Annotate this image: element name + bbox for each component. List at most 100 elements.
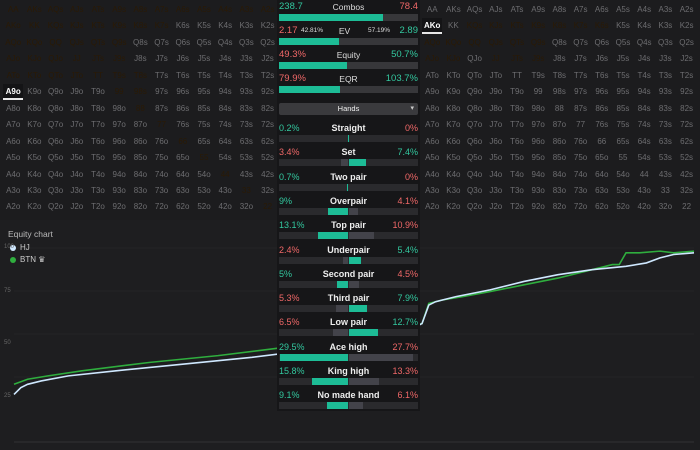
hero-hand-cell[interactable]: K9s [109, 18, 129, 34]
hero-hand-cell[interactable]: J5o [67, 150, 87, 166]
villain-hand-cell[interactable]: 84s [634, 101, 654, 117]
hero-hand-cell[interactable]: 62s [257, 134, 277, 150]
hand-category-row[interactable]: 0.2% Straight 0% [279, 123, 418, 147]
hero-hand-cell[interactable]: J2o [67, 199, 87, 215]
hero-hand-cell[interactable]: 93o [109, 183, 129, 199]
hero-hand-cell[interactable]: K7s [151, 18, 171, 34]
hand-category-row[interactable]: 5.3% Third pair 7.9% [279, 293, 418, 317]
villain-hand-cell[interactable]: T9o [507, 84, 527, 100]
hero-hand-cell[interactable]: J5s [194, 51, 214, 67]
hero-hand-cell[interactable]: AJo [3, 51, 23, 67]
hero-hand-cell[interactable]: J9o [67, 84, 87, 100]
hero-hand-cell[interactable]: Q9o [45, 84, 65, 100]
hero-hand-cell[interactable]: J2s [257, 51, 277, 67]
hero-hand-cell[interactable]: A7o [3, 117, 23, 133]
hero-hand-cell[interactable]: K2o [24, 199, 44, 215]
villain-hand-cell[interactable]: A4o [422, 167, 442, 183]
villain-hand-cell[interactable]: A7s [570, 2, 590, 18]
villain-hand-cell[interactable]: 95s [613, 84, 633, 100]
hero-hand-cell[interactable]: 33 [236, 183, 256, 199]
hero-hand-cell[interactable]: 64s [215, 134, 235, 150]
villain-hand-cell[interactable]: A2s [676, 2, 696, 18]
villain-hand-cell[interactable]: T4s [634, 68, 654, 84]
villain-hand-cell[interactable]: AA [422, 2, 442, 18]
villain-hand-cell[interactable]: 62o [592, 199, 612, 215]
villain-hand-cell[interactable]: QTo [464, 68, 484, 84]
hero-hand-cell[interactable]: 54s [215, 150, 235, 166]
villain-hand-cell[interactable]: JTo [486, 68, 506, 84]
villain-hand-cell[interactable]: T3s [655, 68, 675, 84]
hero-hand-cell[interactable]: K9o [24, 84, 44, 100]
villain-hand-cell[interactable]: 85o [549, 150, 569, 166]
hero-hand-cell[interactable]: Q2s [257, 35, 277, 51]
villain-hand-cell[interactable]: J2o [486, 199, 506, 215]
villain-hand-cell[interactable]: 73o [570, 183, 590, 199]
villain-hand-cell[interactable]: K2s [676, 18, 696, 34]
hero-hand-cell[interactable]: KTo [24, 68, 44, 84]
villain-hand-cell[interactable]: K8s [549, 18, 569, 34]
villain-hand-cell[interactable]: A3o [422, 183, 442, 199]
villain-hand-cell[interactable]: 77 [570, 117, 590, 133]
villain-hand-cell[interactable]: J5s [613, 51, 633, 67]
hero-hand-cell[interactable]: 84s [215, 101, 235, 117]
villain-hand-cell[interactable]: K3o [443, 183, 463, 199]
villain-hand-cell[interactable]: J9s [528, 51, 548, 67]
hero-hand-cell[interactable]: 42s [257, 167, 277, 183]
hero-hand-cell[interactable]: 44 [215, 167, 235, 183]
hero-hand-cell[interactable]: AKs [24, 2, 44, 18]
villain-hand-cell[interactable]: 63s [655, 134, 675, 150]
hero-hand-cell[interactable]: 92o [109, 199, 129, 215]
legend-item-hj[interactable]: HJ [10, 243, 30, 252]
hero-hand-cell[interactable]: 95o [109, 150, 129, 166]
hero-hand-cell[interactable]: K8s [130, 18, 150, 34]
hero-hand-cell[interactable]: Q7o [45, 117, 65, 133]
villain-hand-cell[interactable]: 62s [676, 134, 696, 150]
villain-hand-cell[interactable]: 92s [676, 84, 696, 100]
villain-hand-cell[interactable]: A9o [422, 84, 442, 100]
villain-hand-cell[interactable]: A7o [422, 117, 442, 133]
hero-hand-cell[interactable]: 97o [109, 117, 129, 133]
villain-hand-cell[interactable]: J8s [549, 51, 569, 67]
hero-hand-cell[interactable]: 88 [130, 101, 150, 117]
villain-hand-cell[interactable]: T8s [549, 68, 569, 84]
villain-hand-cell[interactable]: A3s [655, 2, 675, 18]
hero-hand-cell[interactable]: QJs [67, 35, 87, 51]
villain-hand-cell[interactable]: A2o [422, 199, 442, 215]
hero-hand-cell[interactable]: T3o [88, 183, 108, 199]
hero-hand-cell[interactable]: Q4o [45, 167, 65, 183]
hand-category-row[interactable]: 9% Overpair 4.1% [279, 196, 418, 220]
hand-category-row[interactable]: 29.5% Ace high 27.7% [279, 342, 418, 366]
hero-hand-cell[interactable]: ATs [88, 2, 108, 18]
hero-hand-cell[interactable]: 96o [109, 134, 129, 150]
villain-hand-cell[interactable]: 53s [655, 150, 675, 166]
hero-hand-cell[interactable]: TT [88, 68, 108, 84]
villain-hand-cell[interactable]: AJs [486, 2, 506, 18]
villain-hand-cell[interactable]: J8o [486, 101, 506, 117]
villain-hand-cell[interactable]: JTs [507, 51, 527, 67]
hero-hand-cell[interactable]: 32o [236, 199, 256, 215]
villain-hand-cell[interactable]: QJo [464, 51, 484, 67]
villain-hand-cell[interactable]: 82o [549, 199, 569, 215]
villain-hand-cell[interactable]: 85s [613, 101, 633, 117]
hero-hand-cell[interactable]: 87s [151, 101, 171, 117]
villain-hand-cell[interactable]: K6s [592, 18, 612, 34]
hero-hand-cell[interactable]: A6s [173, 2, 193, 18]
villain-hand-cell[interactable]: K2o [443, 199, 463, 215]
villain-hand-cell[interactable]: A8o [422, 101, 442, 117]
villain-hand-cell[interactable]: 94s [634, 84, 654, 100]
villain-hand-cell[interactable]: 75o [570, 150, 590, 166]
hero-hand-cell[interactable]: Q8o [45, 101, 65, 117]
hero-hand-cell[interactable]: KK [24, 18, 44, 34]
villain-hand-cell[interactable]: 98o [528, 101, 548, 117]
hero-hand-cell[interactable]: 83o [130, 183, 150, 199]
villain-hand-cell[interactable]: A6s [592, 2, 612, 18]
villain-hand-cell[interactable]: 32o [655, 199, 675, 215]
villain-hand-cell[interactable]: J6s [592, 51, 612, 67]
hero-hand-cell[interactable]: AA [3, 2, 23, 18]
villain-hand-cell[interactable]: K8o [443, 101, 463, 117]
villain-hand-cell[interactable]: 73s [655, 117, 675, 133]
hero-hand-cell[interactable]: J8s [130, 51, 150, 67]
hand-category-row[interactable]: 2.4% Underpair 5.4% [279, 245, 418, 269]
villain-hand-cell[interactable]: A4s [634, 2, 654, 18]
hero-hand-cell[interactable]: K7o [24, 117, 44, 133]
